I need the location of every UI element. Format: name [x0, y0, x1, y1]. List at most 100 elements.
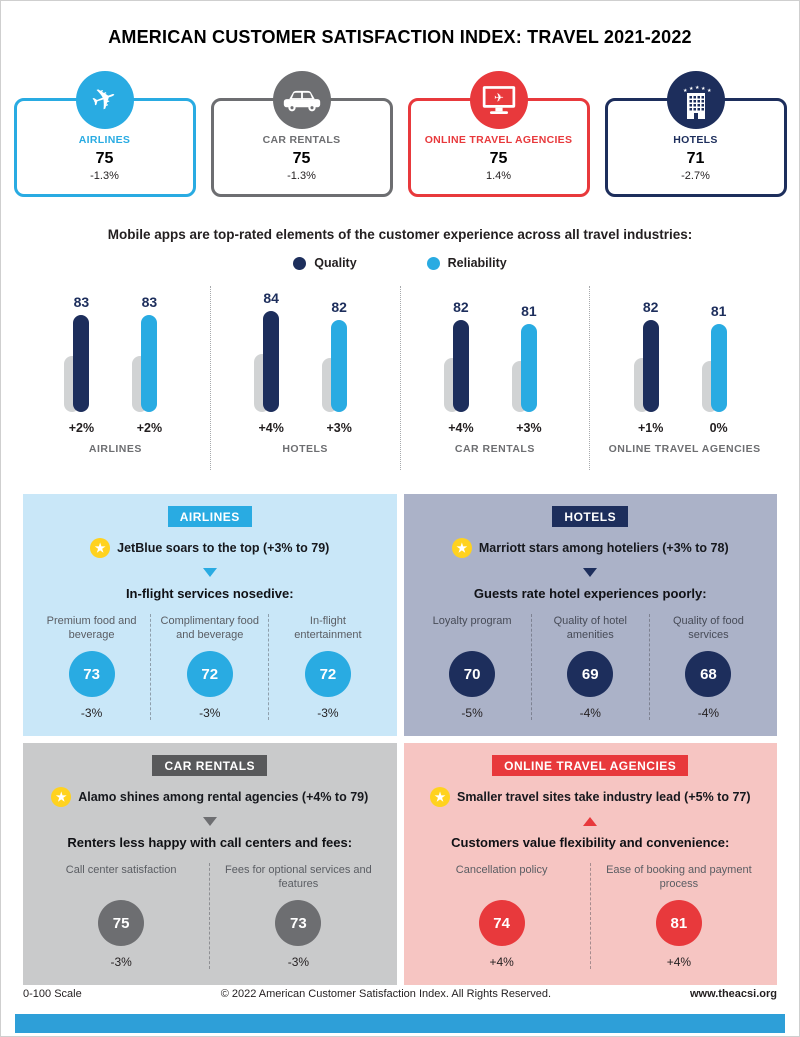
metric-change: +4% — [666, 955, 692, 969]
bar-unit-quality: 84 — [248, 290, 294, 412]
legend-quality: Quality — [293, 256, 357, 270]
metric-label: In-flight entertainment — [294, 615, 362, 642]
metric-score: 69 — [567, 651, 614, 697]
metric-score: 72 — [186, 651, 233, 697]
chart-group-airlines: 83 83 +2% +2% AIRLINES — [21, 286, 211, 470]
bar-change: +3% — [516, 421, 542, 435]
industry-panels: AIRLINES ★ JetBlue soars to the top (+3%… — [23, 494, 777, 985]
group-label: ONLINE TRAVEL AGENCIES — [608, 443, 761, 455]
group-label: AIRLINES — [88, 443, 142, 455]
scale-note: 0-100 Scale — [23, 988, 82, 1000]
panel-header-badge: ONLINE TRAVEL AGENCIES — [492, 755, 689, 776]
card-score: 75 — [292, 150, 311, 167]
chart-legend: Quality Reliability — [1, 256, 799, 270]
svg-text:✈: ✈ — [494, 90, 504, 104]
panel-highlight: ★ Smaller travel sites take industry lea… — [414, 787, 768, 807]
bar-change: +2% — [136, 421, 163, 435]
bottom-accent-bar — [15, 1014, 785, 1033]
quality-bar — [73, 315, 90, 412]
card-score: 75 — [489, 150, 508, 167]
bar-change: 0% — [709, 421, 728, 435]
panel-subtitle: Renters less happy with call centers and… — [67, 835, 353, 850]
metric-label: Ease of booking and payment process — [606, 864, 752, 891]
bar-value: 83 — [73, 294, 90, 311]
bar-change: +1% — [637, 421, 664, 435]
group-label: HOTELS — [282, 443, 328, 455]
metric-label: Call center satisfaction — [65, 864, 177, 876]
metric-item: Loyalty program 70 -5% — [414, 614, 531, 720]
trend-down-icon — [202, 817, 217, 826]
metric-score: 74 — [478, 900, 525, 946]
bar-unit-quality: 83 — [58, 294, 104, 412]
bar-value: 82 — [642, 298, 659, 315]
metric-score: 72 — [304, 651, 351, 697]
bar-change: +2% — [68, 421, 95, 435]
bar-value: 82 — [331, 298, 347, 315]
card-car-rentals: CAR RENTALS 75 -1.3% — [210, 71, 393, 197]
metric-item: Call center satisfaction 75 -3% — [33, 863, 209, 969]
card-score: 75 — [95, 150, 114, 167]
highlight-text: Marriott stars among hoteliers (+3% to 7… — [478, 541, 729, 555]
star-icon: ★ — [90, 538, 111, 558]
group-label: CAR RENTALS — [454, 443, 535, 455]
metric-change: -3% — [287, 955, 310, 969]
highlight-text: Smaller travel sites take industry lead … — [456, 790, 751, 804]
svg-text:★: ★ — [683, 88, 688, 94]
bar-value: 83 — [141, 294, 158, 311]
panel-header-badge: HOTELS — [552, 506, 629, 527]
metric-item: Cancellation policy 74 +4% — [414, 863, 590, 969]
trend-up-icon — [583, 817, 598, 826]
card-online-travel-agencies: ✈ ONLINE TRAVEL AGENCIES 75 1.4% — [407, 71, 590, 197]
svg-text:★: ★ — [701, 86, 706, 92]
quality-bar — [263, 311, 280, 412]
svg-text:★: ★ — [707, 88, 712, 94]
bar-change: +4% — [448, 421, 474, 435]
legend-label: Reliability — [447, 256, 507, 270]
card-change: -1.3% — [90, 170, 119, 182]
metric-score: 73 — [275, 900, 322, 946]
metric-change: -3% — [317, 706, 339, 720]
trend-down-icon — [583, 568, 598, 577]
svg-text:★: ★ — [689, 86, 694, 92]
panel-online-travel-agencies: ONLINE TRAVEL AGENCIES ★ Smaller travel … — [403, 743, 777, 985]
chart-group-car-rentals: 82 81 +4% +3% CAR RENTALS — [401, 286, 591, 470]
chart-group-online-travel-agencies: 82 81 +1% 0% ONLINE TRAVEL AGENCIES — [590, 286, 779, 470]
metric-label: Fees for optional services and features — [225, 864, 372, 891]
bar-change: +3% — [326, 421, 352, 435]
card-change: 1.4% — [485, 170, 512, 182]
card-change: -1.3% — [287, 170, 316, 182]
footer: 0-100 Scale © 2022 American Customer Sat… — [1, 988, 799, 1000]
panel-highlight: ★ Alamo shines among rental agencies (+4… — [33, 787, 387, 807]
copyright-text: © 2022 American Customer Satisfaction In… — [220, 988, 552, 1000]
hotel-icon: ★ ★ ★ ★ ★ — [666, 71, 725, 129]
star-icon: ★ — [451, 538, 472, 558]
metric-label: Cancellation policy — [455, 864, 548, 876]
card-change: -2.7% — [681, 170, 710, 182]
metric-change: -4% — [697, 706, 720, 720]
panel-subtitle: Customers value flexibility and convenie… — [451, 835, 730, 850]
metric-label: Quality of food services — [672, 615, 744, 642]
reliability-bar — [710, 323, 727, 412]
bar-unit-reliability: 81 — [506, 303, 552, 412]
metric-item: In-flight entertainment 72 -3% — [268, 614, 386, 720]
panel-car-rentals: CAR RENTALS ★ Alamo shines among rental … — [23, 743, 397, 985]
panel-highlight: ★ Marriott stars among hoteliers (+3% to… — [414, 538, 768, 558]
card-label: CAR RENTALS — [262, 134, 341, 146]
bar-value: 84 — [263, 290, 279, 307]
highlight-text: JetBlue soars to the top (+3% to 79) — [117, 541, 330, 555]
panel-subtitle: In-flight services nosedive: — [125, 586, 294, 601]
bar-value: 81 — [710, 302, 727, 319]
card-label: AIRLINES — [78, 134, 131, 146]
mobile-app-bar-chart: 83 83 +2% +2% AIRLINES 84 — [21, 286, 779, 470]
card-airlines: ✈ AIRLINES 75 -1.3% — [13, 71, 196, 197]
highlight-text: Alamo shines among rental agencies (+4% … — [78, 790, 369, 804]
airplane-icon: ✈ — [75, 71, 134, 129]
metric-label: Loyalty program — [432, 615, 512, 627]
website-link[interactable]: www.theacsi.org — [689, 988, 777, 1000]
panel-header-badge: AIRLINES — [167, 506, 252, 527]
metric-label: Quality of hotel amenities — [553, 615, 627, 642]
metric-score: 75 — [98, 900, 145, 946]
metric-label: Complimentary food and beverage — [160, 615, 259, 642]
chart-title: Mobile apps are top-rated elements of th… — [107, 227, 693, 242]
reliability-bar — [331, 319, 348, 412]
